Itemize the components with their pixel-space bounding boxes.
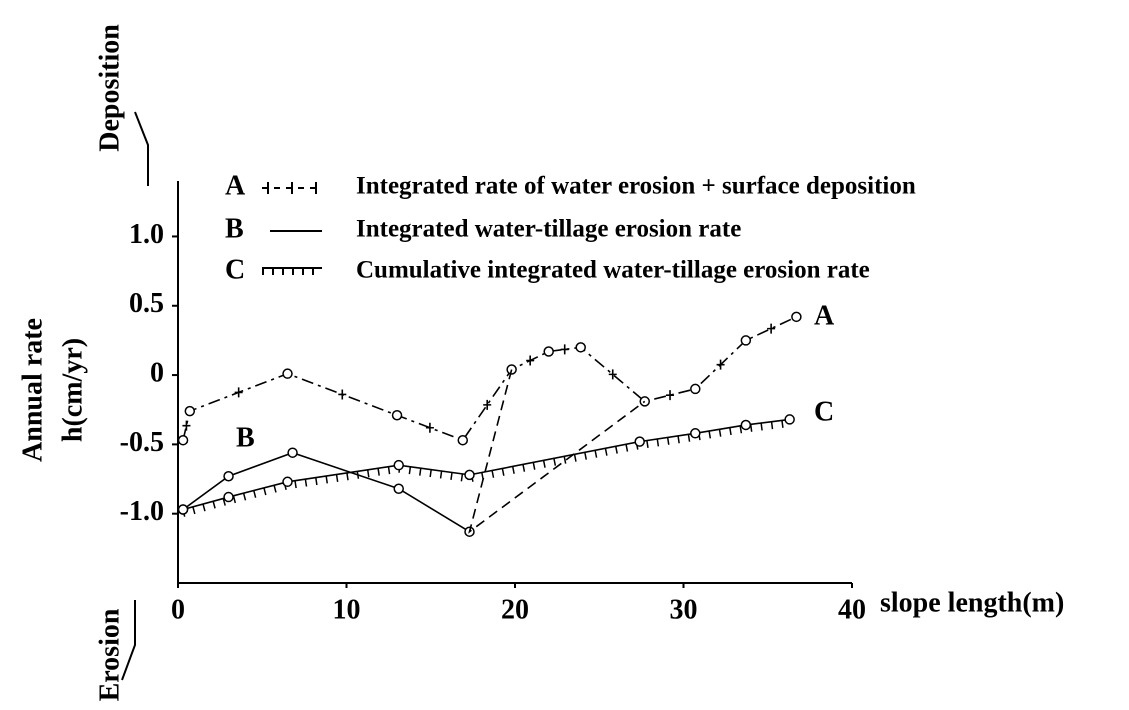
x-tick-label: 0 — [171, 594, 185, 625]
point — [690, 383, 701, 395]
x-axis-label: slope length(m) — [880, 587, 1064, 618]
legend: A Integrated rate of water erosion + sur… — [225, 170, 916, 285]
erosion-arrow — [121, 600, 136, 681]
series-end-label: A — [814, 300, 835, 331]
y-tick-label: -1.0 — [120, 496, 164, 527]
point — [287, 447, 298, 458]
legend-sample — [267, 182, 317, 194]
plus-mark — [234, 387, 243, 398]
series-line — [182, 451, 470, 533]
x-tick-label: 20 — [501, 594, 529, 625]
plus-mark — [767, 323, 776, 334]
point — [506, 364, 517, 375]
legend-text: Integrated rate of water erosion + surfa… — [356, 173, 916, 200]
point — [784, 414, 795, 425]
legend-text: Integrated water-tillage erosion rate — [356, 216, 741, 243]
y-tick-label: 0 — [150, 357, 164, 388]
legend-letter: C — [225, 254, 245, 285]
point — [177, 504, 189, 515]
point — [740, 419, 752, 431]
legend-text: Cumulative integrated water-tillage eros… — [356, 257, 870, 284]
point — [634, 436, 645, 447]
erosion-label: Erosion — [94, 608, 125, 701]
x-tick-label: 10 — [333, 594, 361, 625]
series-line — [182, 316, 797, 442]
plus-mark — [483, 399, 492, 410]
point — [391, 410, 403, 421]
point — [393, 459, 404, 471]
plus-mark — [182, 420, 191, 431]
series-end-label: B — [236, 422, 255, 453]
point — [690, 428, 701, 439]
point — [184, 405, 196, 417]
series-end-label: C — [814, 396, 834, 427]
point — [393, 483, 404, 494]
legend-letter: A — [225, 170, 246, 201]
point — [740, 335, 752, 346]
plus-mark — [338, 389, 347, 400]
series-line — [468, 369, 646, 534]
deposition-arrow — [134, 111, 149, 186]
point — [223, 491, 234, 503]
legend-letter: B — [225, 213, 244, 244]
plus-mark — [425, 422, 434, 433]
point — [575, 342, 586, 353]
point — [543, 346, 554, 357]
y-axis-label: h(cm/yr) — [57, 338, 88, 442]
y-axis-label: Annual rate — [17, 318, 48, 462]
y-tick-label: 1.0 — [129, 219, 164, 250]
plus-mark — [716, 359, 725, 370]
plus-mark — [560, 344, 569, 355]
point — [791, 311, 802, 323]
y-tick-label: -0.5 — [120, 427, 164, 458]
point — [457, 434, 469, 446]
point — [223, 471, 234, 482]
plus-mark — [608, 369, 617, 380]
y-tick-label: 0.5 — [129, 288, 164, 319]
plus-mark — [666, 390, 675, 401]
point — [464, 469, 475, 481]
point — [282, 368, 293, 379]
x-tick-label: 40 — [838, 594, 866, 625]
point — [282, 476, 293, 488]
x-tick-label: 30 — [670, 594, 698, 625]
deposition-label: Deposition — [94, 24, 125, 152]
point — [177, 434, 189, 446]
plus-mark — [526, 355, 535, 366]
